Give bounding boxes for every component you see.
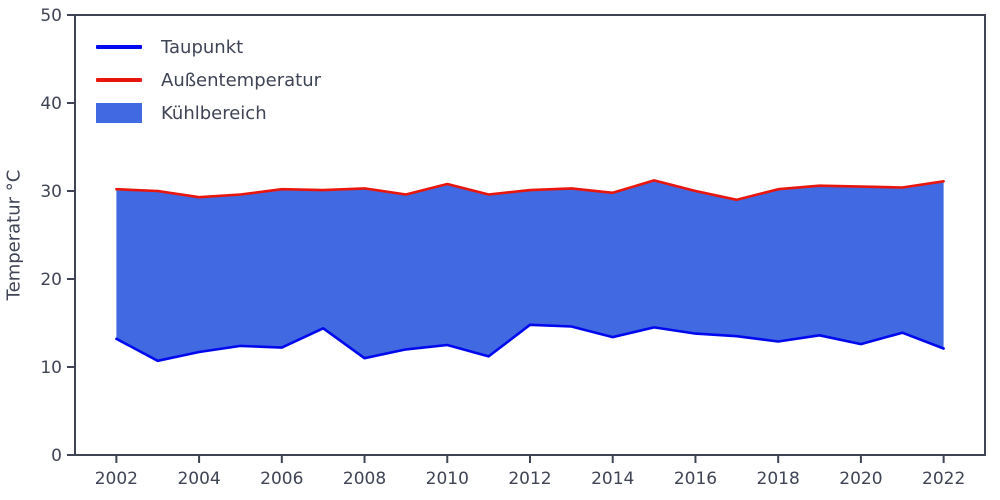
x-tick-label: 2022 xyxy=(922,469,965,489)
legend-item-aussentemperatur: Außentemperatur xyxy=(96,69,321,91)
legend-label-kuehlbereich: Kühlbereich xyxy=(161,102,267,124)
x-tick-label: 2020 xyxy=(839,469,882,489)
taupunkt-line xyxy=(115,323,945,363)
x-tick-label: 2014 xyxy=(591,469,634,489)
chart-legend: Taupunkt Außentemperatur Kühlbereich xyxy=(96,36,321,124)
y-tick-label: 30 xyxy=(40,182,62,202)
y-axis-label: Temperatur °C xyxy=(3,169,25,301)
y-tick-label: 50 xyxy=(40,6,62,26)
x-tick-label: 2018 xyxy=(757,469,800,489)
taupunkt-line-swatch xyxy=(96,45,142,49)
legend-item-kuehlbereich: Kühlbereich xyxy=(96,102,321,124)
x-tick-label: 2016 xyxy=(674,469,717,489)
x-tick-label: 2008 xyxy=(343,469,386,489)
x-tick-label: 2010 xyxy=(426,469,469,489)
kuehlbereich-area xyxy=(116,180,944,361)
x-tick-label: 2006 xyxy=(260,469,303,489)
aussentemperatur-line-swatch xyxy=(96,78,142,82)
legend-label-taupunkt: Taupunkt xyxy=(161,36,244,58)
x-tick-label: 2002 xyxy=(95,469,138,489)
y-tick-label: 10 xyxy=(40,358,62,378)
legend-item-taupunkt: Taupunkt xyxy=(96,36,321,58)
x-tick-label: 2012 xyxy=(508,469,551,489)
y-tick-label: 20 xyxy=(40,270,62,290)
y-tick-label: 0 xyxy=(51,446,62,466)
x-tick-label: 2004 xyxy=(177,469,220,489)
y-tick-label: 40 xyxy=(40,94,62,114)
kuehlbereich-area-swatch xyxy=(96,103,142,123)
legend-label-aussentemperatur: Außentemperatur xyxy=(161,69,322,91)
aussentemperatur-line xyxy=(115,179,945,202)
